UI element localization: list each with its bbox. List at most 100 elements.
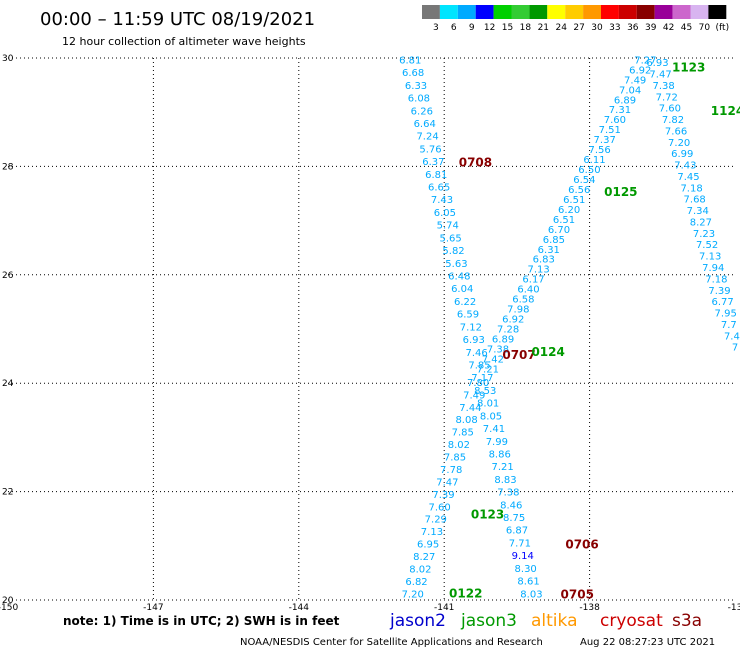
color-swatch	[547, 5, 566, 19]
wave-height-value: 7.18	[705, 274, 727, 285]
wave-height-value: 7.56	[588, 145, 610, 156]
color-scale-label: 45	[681, 23, 692, 33]
wave-height-value: 7.41	[483, 424, 505, 435]
color-swatch	[457, 5, 476, 19]
wave-height-value: 8.03	[520, 589, 542, 600]
wave-height-value: 5.76	[419, 144, 441, 155]
wave-height-value: 7.20	[668, 138, 690, 149]
wave-height-value: 7.60	[604, 115, 626, 126]
satellite-s3a: s3a	[672, 611, 702, 631]
pass-time-label: 0706	[565, 538, 598, 552]
color-scale-label: 33	[609, 23, 620, 33]
color-swatch	[601, 5, 619, 19]
x-tick-label: -138	[579, 603, 600, 613]
wave-height-value: 6.51	[553, 215, 575, 226]
wave-height-value: 6.51	[563, 195, 585, 206]
wave-height-value: 8.27	[690, 217, 712, 228]
color-scale-label: 9	[469, 23, 475, 33]
wave-height-value: 7.95	[715, 309, 737, 320]
color-swatch	[565, 5, 584, 19]
y-tick-label: 22	[2, 488, 13, 498]
color-scale-label: 70	[699, 23, 711, 33]
wave-height-value: 8.05	[480, 411, 502, 422]
wave-height-value: 8.01	[477, 399, 499, 410]
wave-height-value: 6.93	[646, 58, 668, 69]
wave-height-value: 7.37	[594, 135, 616, 146]
wave-height-value: 6.92	[502, 315, 524, 326]
wave-height-value: 5.82	[442, 246, 464, 257]
wave-height-value: 7.85	[468, 360, 490, 371]
wave-height-value: 7.12	[460, 322, 482, 333]
wave-height-value: 7.20	[402, 589, 424, 600]
wave-height-value: 6.92	[629, 65, 651, 76]
wave-height-value: 7.7	[721, 320, 737, 331]
wave-height-value: 6.81	[425, 170, 447, 181]
wave-height-value: 7.98	[507, 305, 529, 316]
chart-grid	[8, 57, 735, 601]
color-swatch	[422, 5, 440, 19]
color-scale-label: 18	[520, 23, 532, 33]
color-scale-label: 27	[573, 23, 584, 33]
wave-height-value: 7.29	[425, 515, 447, 526]
wave-height-value: 7.39	[432, 490, 454, 501]
wave-height-value: 8.86	[489, 449, 511, 460]
wave-height-value: 7.71	[509, 538, 531, 549]
wave-height-value: 8.27	[413, 552, 435, 563]
x-tick-label: -147	[143, 603, 163, 613]
wave-height-value: 7.43	[431, 195, 453, 206]
color-swatch	[618, 5, 637, 19]
track-0122: 7.807.497.448.087.858.027.857.787.477.39…	[402, 378, 490, 600]
wave-height-value: 7.43	[674, 161, 696, 172]
wave-height-value: 8.75	[503, 513, 525, 524]
wave-height-value: 9.14	[512, 551, 534, 562]
wave-height-value: 6.08	[408, 94, 430, 105]
footer-note: note: 1) Time is in UTC; 2) SWH is in fe…	[63, 614, 340, 628]
pass-time-label: 0707	[502, 348, 535, 362]
wave-height-value: 7.21	[477, 364, 499, 375]
wave-height-value: 7.38	[497, 488, 519, 499]
wave-height-value: 7.51	[599, 125, 621, 136]
wave-height-value: 8.61	[517, 577, 539, 588]
wave-height-value: 6.11	[583, 155, 605, 166]
satellite-legend: jason2 jason3 altika cryosat s3a	[389, 611, 702, 631]
wave-height-value: 7.99	[486, 437, 508, 448]
wave-height-value: 6.64	[414, 119, 436, 130]
wave-height-value: 7.45	[677, 172, 699, 183]
color-swatch	[636, 5, 655, 19]
color-swatch	[708, 5, 727, 19]
wave-height-value: 6.58	[512, 295, 534, 306]
wave-height-value: 6.85	[543, 235, 565, 246]
altimeter-tracks: 6.81 6.68 6.33 6.086.26 6.64 7.245.76 6.37 6.81…	[399, 55, 740, 600]
wave-height-value: 7.34	[687, 206, 709, 217]
wave-height-value: 6.22	[454, 297, 476, 308]
x-tick-label: -141	[434, 603, 454, 613]
timestamp: Aug 22 08:27:23 UTC 2021	[580, 637, 715, 648]
wave-height-value: 6.89	[614, 95, 636, 106]
color-scale-label: 15	[502, 23, 513, 33]
pass-time-label: 1124	[711, 104, 740, 118]
wave-height-value: 6.99	[671, 149, 693, 160]
wave-height-value: 5.65	[440, 233, 462, 244]
satellite-jason2: jason2	[389, 611, 446, 631]
credit-line: NOAA/NESDIS Center for Satellite Applica…	[240, 637, 543, 648]
pass-time-label: 1123	[672, 61, 705, 75]
wave-height-value: 7.85	[452, 428, 474, 439]
wave-height-value: 7.17	[471, 373, 493, 384]
color-scale-label: 36	[627, 23, 639, 33]
wave-height-value: 7.85	[444, 453, 466, 464]
wave-height-value: 5.63	[445, 259, 467, 270]
x-tick-label: -13	[728, 603, 740, 613]
track-1124: 6.937.477.387.727.607.827.667.206.997.43…	[646, 58, 740, 354]
wave-height-value: 7.47	[649, 70, 671, 81]
wave-height-value: 6.50	[578, 165, 600, 176]
wave-height-value: 6.65	[428, 183, 450, 194]
wave-height-value: 7.49	[624, 75, 646, 86]
color-swatch	[493, 5, 512, 19]
wave-height-value: 7.24	[416, 132, 438, 143]
pass-time-label: 0125	[604, 185, 637, 199]
color-scale-label: 39	[645, 23, 657, 33]
wave-height-value: 7.80	[467, 378, 489, 389]
wave-height-value: 7.60	[659, 104, 681, 115]
wave-height-value: 6.82	[405, 577, 427, 588]
wave-height-value: 8.08	[455, 415, 477, 426]
